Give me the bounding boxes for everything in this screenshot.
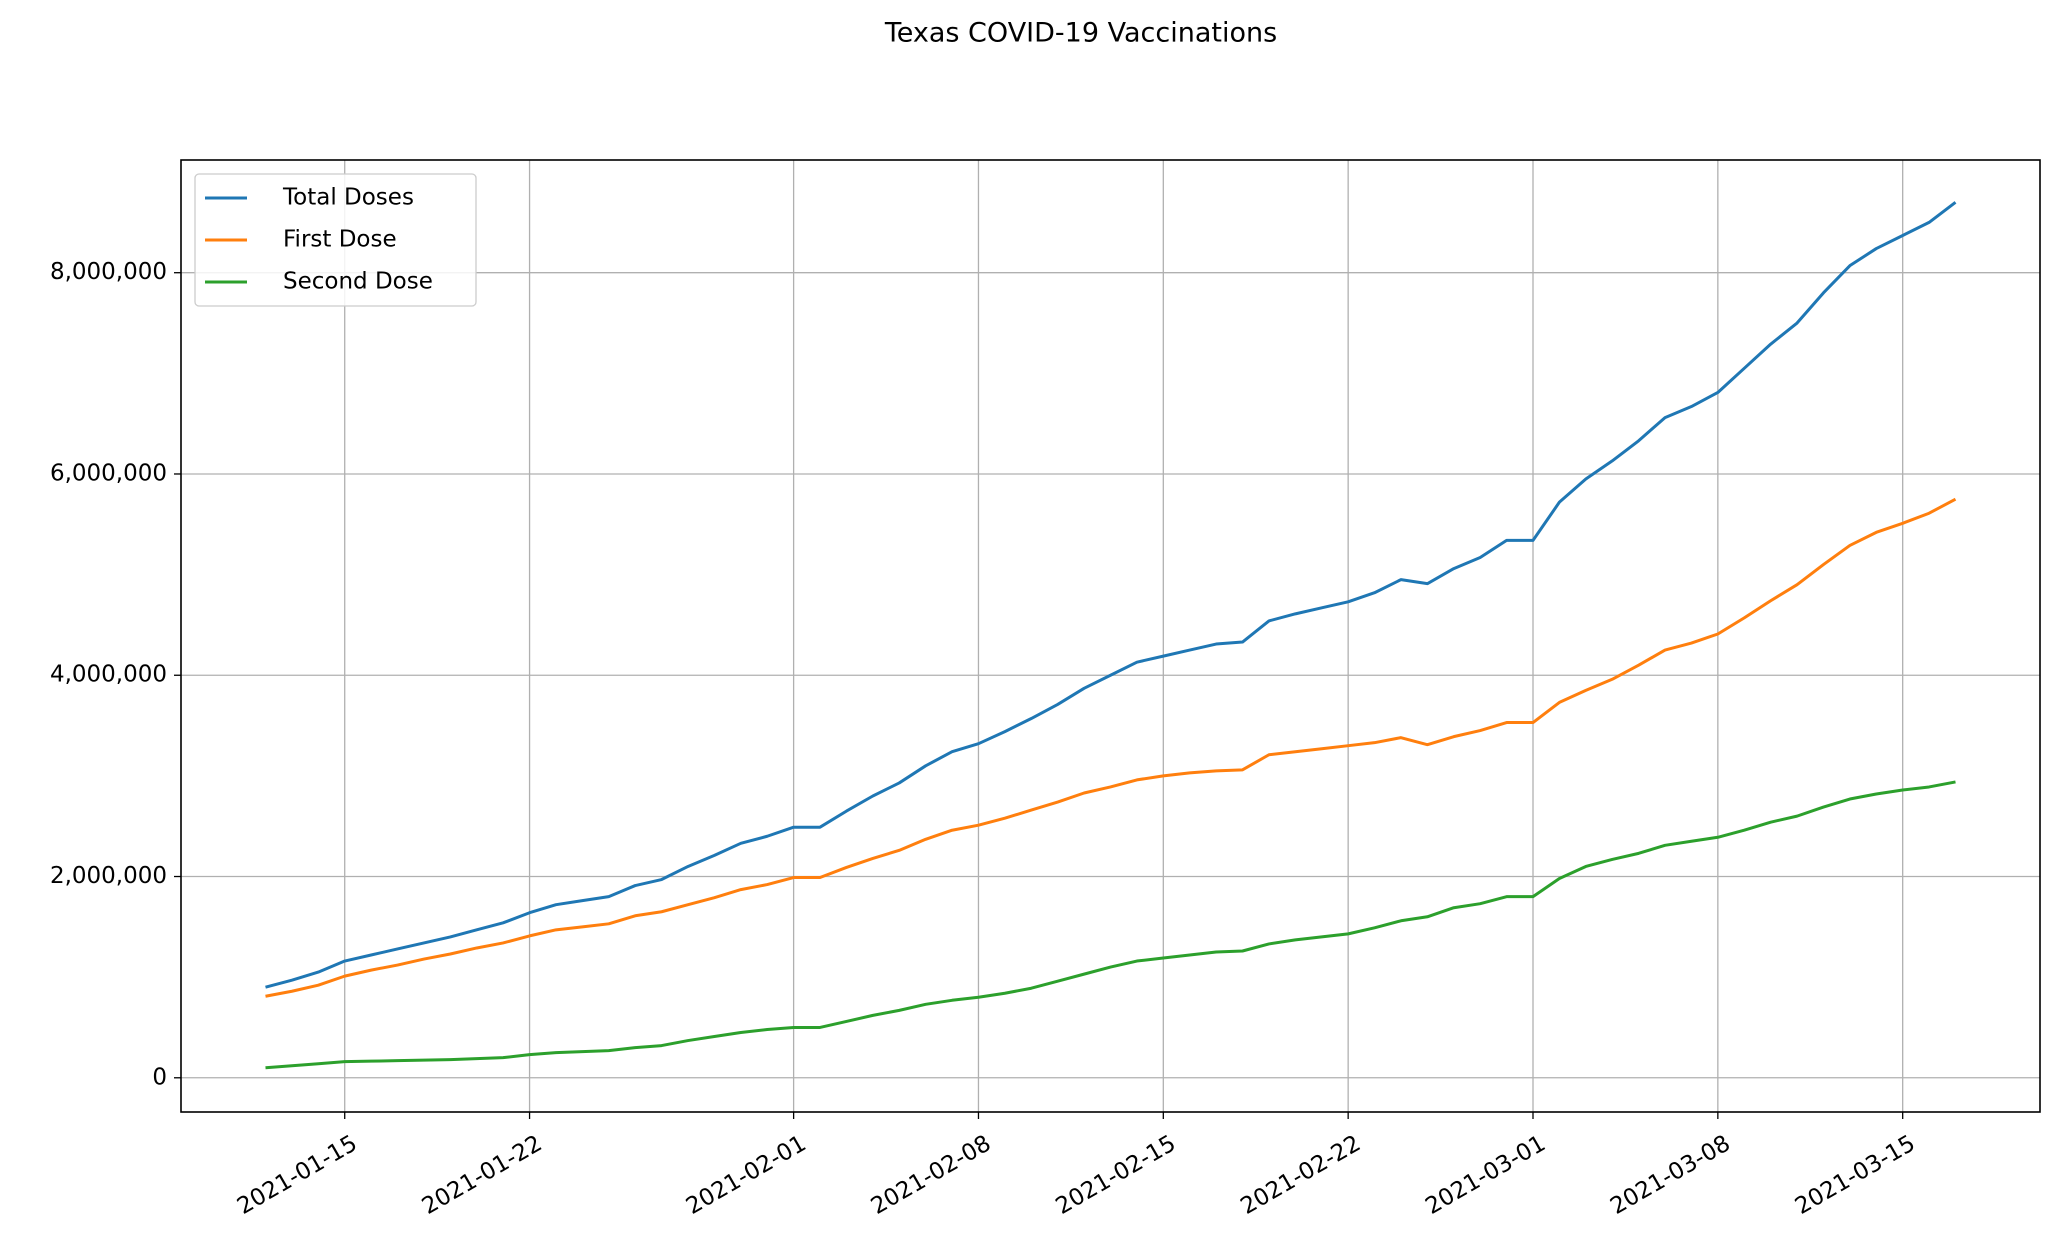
x-tick-label: 2021-02-15 [1052,1131,1181,1220]
legend-label: First Dose [283,227,397,253]
legend-label: Second Dose [283,269,433,295]
data-line [265,497,1957,998]
y-tick-label: 4,000,000 [50,662,167,688]
x-tick-label: 2021-02-01 [682,1131,811,1220]
data-line [265,201,1957,989]
y-tick-label: 8,000,000 [50,259,167,285]
x-tick-label: 2021-03-08 [1606,1131,1735,1220]
y-tick-label: 0 [152,1064,167,1090]
x-tick-label: 2021-03-01 [1421,1131,1550,1220]
x-tick-label: 2021-02-22 [1236,1131,1365,1220]
chart-title: Texas COVID-19 Vaccinations [884,18,1277,49]
legend-label: Total Doses [282,185,414,211]
plot-frame [180,159,2041,1113]
legend: Total Doses First Dose Second Dose [194,173,477,307]
data-line [265,780,1956,1070]
x-tick-label: 2021-02-08 [867,1131,996,1220]
y-tick-label: 6,000,000 [50,460,167,486]
legend-box [194,173,477,307]
y-tick-label: 2,000,000 [50,863,167,889]
x-tick-label: 2021-01-22 [418,1131,547,1220]
x-tick-label: 2021-01-15 [233,1131,362,1220]
x-tick-label: 2021-03-15 [1791,1131,1920,1220]
